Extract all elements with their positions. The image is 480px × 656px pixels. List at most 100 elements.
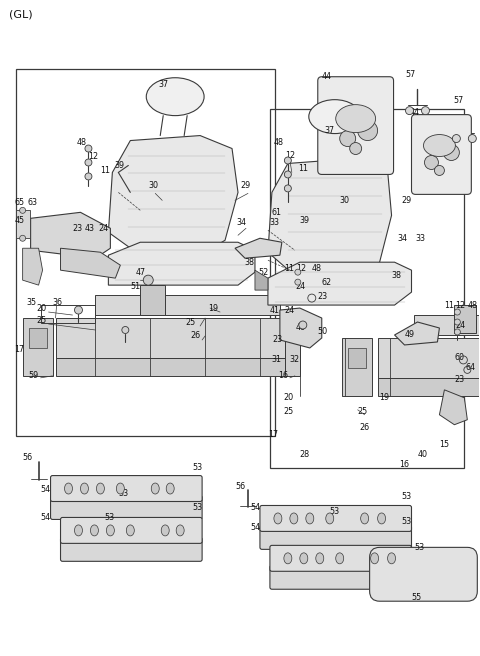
Ellipse shape xyxy=(309,100,360,134)
Circle shape xyxy=(421,107,430,115)
Ellipse shape xyxy=(176,525,184,536)
Text: 48: 48 xyxy=(312,264,322,273)
Text: 53: 53 xyxy=(192,503,202,512)
Circle shape xyxy=(350,142,361,155)
Circle shape xyxy=(85,145,92,152)
Text: 53: 53 xyxy=(402,492,412,501)
Ellipse shape xyxy=(146,77,204,115)
Text: 26: 26 xyxy=(190,331,200,340)
Text: 54: 54 xyxy=(250,503,260,512)
Polygon shape xyxy=(235,238,282,258)
Circle shape xyxy=(434,165,444,175)
Text: 49: 49 xyxy=(405,331,415,339)
Text: 28: 28 xyxy=(300,450,310,459)
Bar xyxy=(23,318,52,376)
Text: 30: 30 xyxy=(340,196,350,205)
Text: 43: 43 xyxy=(84,224,95,233)
Ellipse shape xyxy=(161,525,169,536)
Text: 40: 40 xyxy=(418,450,428,459)
Text: 30: 30 xyxy=(148,181,158,190)
Text: 53: 53 xyxy=(415,543,425,552)
Ellipse shape xyxy=(107,525,114,536)
Text: 35: 35 xyxy=(26,298,37,306)
Text: 53: 53 xyxy=(330,507,340,516)
Text: 23: 23 xyxy=(72,224,83,233)
Bar xyxy=(378,378,480,396)
Text: 33: 33 xyxy=(270,218,280,227)
Text: 36: 36 xyxy=(52,298,62,306)
FancyBboxPatch shape xyxy=(50,476,202,501)
Circle shape xyxy=(144,275,153,285)
Polygon shape xyxy=(439,390,468,424)
Ellipse shape xyxy=(126,525,134,536)
Text: 45: 45 xyxy=(15,216,25,225)
Text: 54: 54 xyxy=(41,485,51,494)
Text: 44: 44 xyxy=(322,72,332,81)
Text: 26: 26 xyxy=(360,423,370,432)
Bar xyxy=(41,305,96,323)
Text: 54: 54 xyxy=(250,523,260,532)
Text: 48: 48 xyxy=(76,138,86,147)
Text: 53: 53 xyxy=(192,463,202,472)
Text: 32: 32 xyxy=(290,356,300,364)
Circle shape xyxy=(85,159,92,166)
Circle shape xyxy=(455,329,460,335)
Text: 25: 25 xyxy=(185,318,195,327)
Bar xyxy=(415,315,480,335)
Text: 17: 17 xyxy=(268,430,278,439)
Polygon shape xyxy=(31,213,110,258)
Text: 57: 57 xyxy=(454,96,464,105)
Text: 12: 12 xyxy=(456,300,466,310)
Bar xyxy=(56,318,285,358)
FancyBboxPatch shape xyxy=(270,545,411,571)
Circle shape xyxy=(455,309,460,315)
Circle shape xyxy=(122,327,129,333)
Text: 31: 31 xyxy=(272,356,282,364)
Text: 29: 29 xyxy=(402,196,412,205)
FancyBboxPatch shape xyxy=(50,495,202,520)
Bar xyxy=(140,285,165,315)
Text: 53: 53 xyxy=(104,513,115,522)
Text: 37: 37 xyxy=(158,80,168,89)
Polygon shape xyxy=(395,322,439,345)
Text: 11: 11 xyxy=(284,264,294,273)
Text: 64: 64 xyxy=(465,363,475,373)
Bar xyxy=(96,295,280,315)
Ellipse shape xyxy=(90,525,98,536)
Polygon shape xyxy=(23,248,43,285)
Text: 55: 55 xyxy=(411,593,422,602)
Text: 11: 11 xyxy=(298,164,308,173)
Ellipse shape xyxy=(116,483,124,494)
Text: 15: 15 xyxy=(439,440,450,449)
Ellipse shape xyxy=(96,483,104,494)
Text: 23: 23 xyxy=(318,292,328,300)
Circle shape xyxy=(295,279,301,285)
FancyBboxPatch shape xyxy=(318,77,394,174)
Ellipse shape xyxy=(290,513,298,524)
Text: 38: 38 xyxy=(244,258,254,267)
FancyBboxPatch shape xyxy=(260,506,411,531)
Bar xyxy=(16,69,275,436)
Ellipse shape xyxy=(371,553,379,564)
Ellipse shape xyxy=(336,105,376,133)
Circle shape xyxy=(20,236,25,241)
Text: 46: 46 xyxy=(296,323,306,333)
FancyBboxPatch shape xyxy=(370,547,477,601)
Ellipse shape xyxy=(284,553,292,564)
Circle shape xyxy=(452,134,460,142)
Ellipse shape xyxy=(151,483,159,494)
Bar xyxy=(378,338,480,378)
Bar xyxy=(455,305,476,333)
Text: 59: 59 xyxy=(29,371,39,380)
Circle shape xyxy=(455,319,460,325)
Text: 61: 61 xyxy=(272,208,282,217)
Text: 19: 19 xyxy=(208,304,218,312)
Text: 16: 16 xyxy=(399,460,409,469)
Circle shape xyxy=(468,134,476,142)
Ellipse shape xyxy=(300,553,308,564)
Text: 42: 42 xyxy=(258,281,268,291)
Text: 24: 24 xyxy=(296,281,306,291)
Text: 29: 29 xyxy=(240,181,250,190)
Text: 56: 56 xyxy=(235,482,245,491)
Text: 44: 44 xyxy=(409,108,420,117)
